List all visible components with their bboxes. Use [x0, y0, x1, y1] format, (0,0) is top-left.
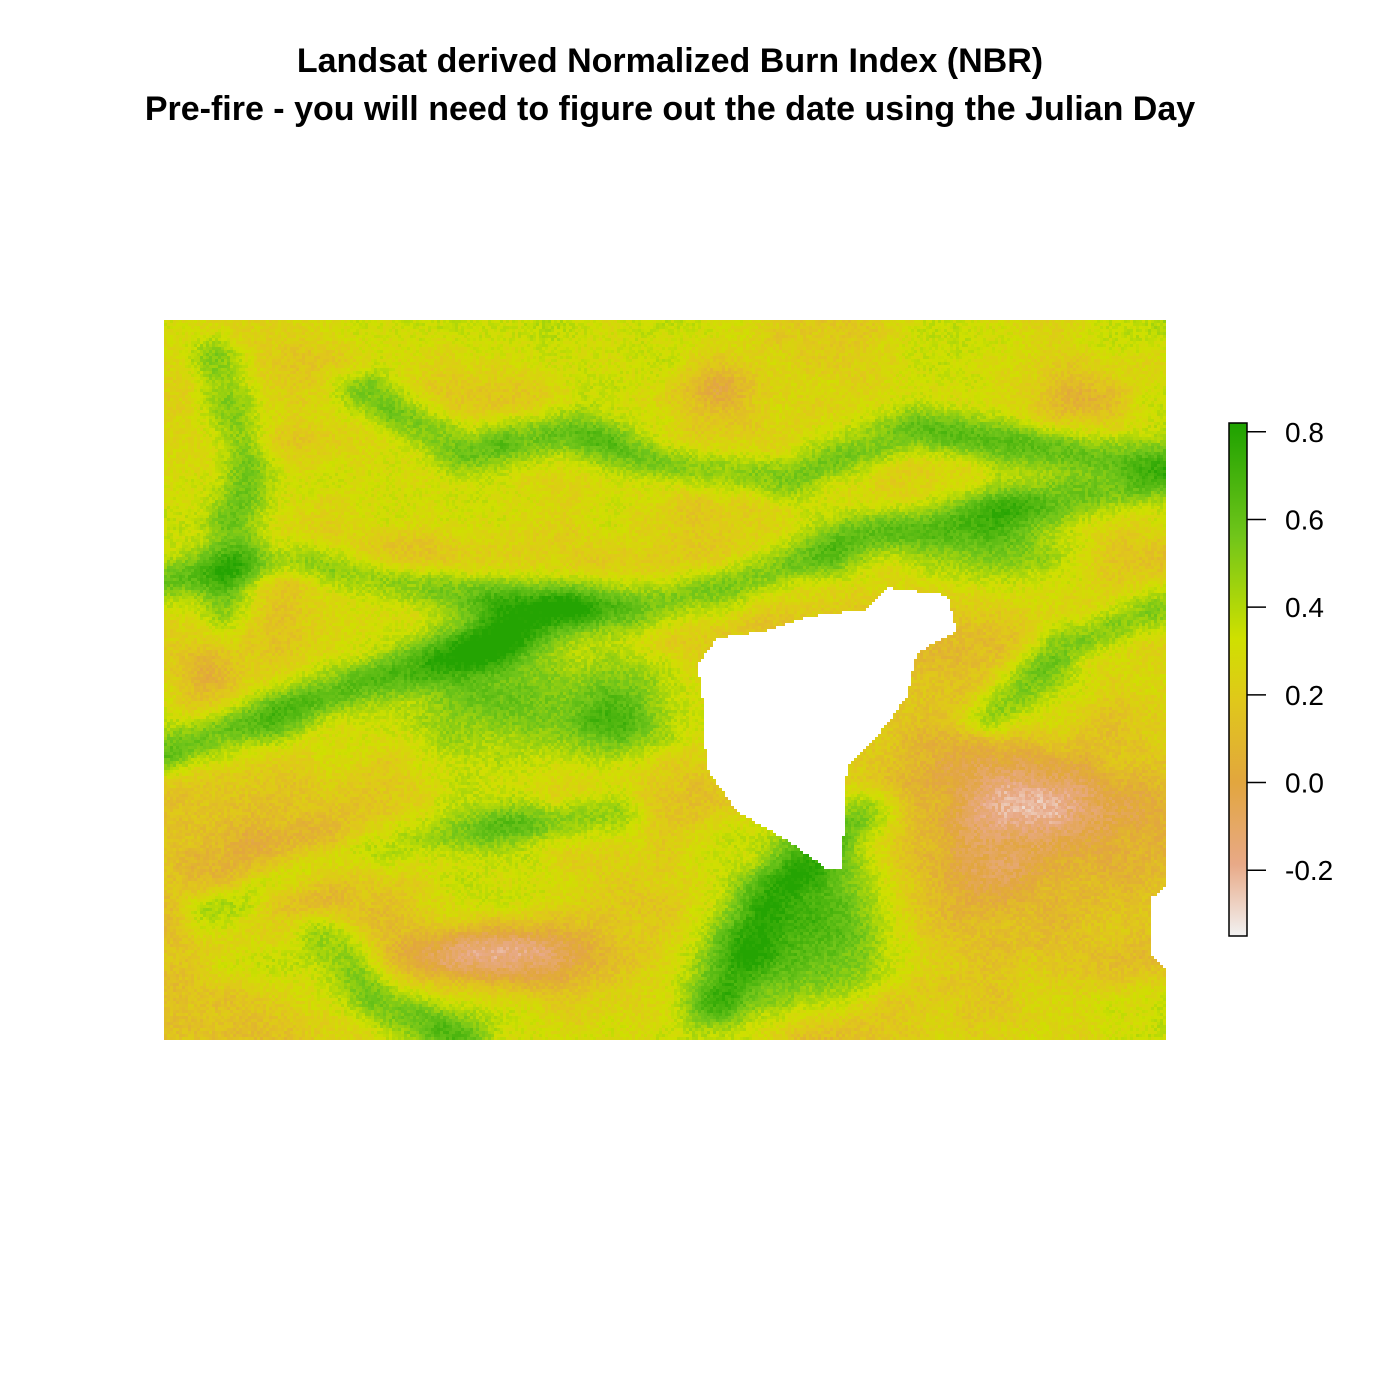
colorbar-tick-label: 0.4	[1285, 592, 1324, 623]
colorbar-ticks: 0.8 0.6 0.4 0.2 0.0 -0.2	[1247, 417, 1333, 886]
nbr-raster-map	[164, 320, 1166, 1040]
colorbar-tick-label: 0.6	[1285, 504, 1324, 535]
raster-image	[164, 320, 1166, 1040]
colorbar-tick-label: 0.2	[1285, 680, 1324, 711]
colorbar	[1228, 422, 1248, 937]
colorbar-tick-label: -0.2	[1285, 855, 1333, 886]
colorbar-tick-label: 0.8	[1285, 417, 1324, 448]
chart-title: Landsat derived Normalized Burn Index (N…	[296, 42, 1044, 80]
chart-subtitle: Pre-fire - you will need to figure out t…	[144, 90, 1196, 128]
colorbar-tick-label: 0.0	[1285, 768, 1324, 799]
